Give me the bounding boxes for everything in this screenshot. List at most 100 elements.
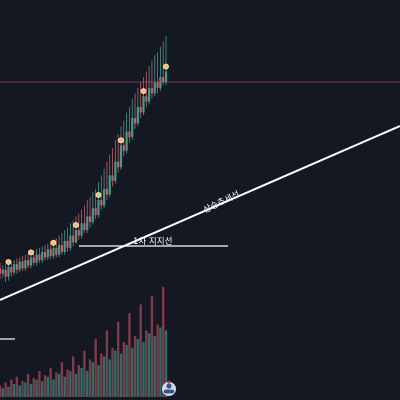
- volume-bar: [24, 382, 27, 397]
- candle-body: [148, 87, 151, 102]
- volume-bar: [35, 379, 38, 397]
- volume-bar: [100, 353, 103, 397]
- volume-bars: [0, 287, 168, 397]
- volume-bar: [4, 382, 7, 397]
- candle: [122, 120, 125, 157]
- volume-bar: [66, 369, 69, 397]
- candle-body: [66, 241, 69, 248]
- volume-bar: [153, 336, 156, 397]
- volume-bar: [159, 327, 162, 397]
- candle: [4, 264, 7, 282]
- candle-body: [29, 257, 33, 266]
- volume-bar: [46, 376, 50, 397]
- candle: [27, 253, 30, 269]
- candle: [46, 243, 49, 261]
- candle-body: [72, 235, 75, 243]
- candle-body: [117, 161, 120, 168]
- candle: [21, 256, 24, 272]
- candle-body: [74, 230, 78, 243]
- volume-bar: [150, 295, 154, 397]
- volume-bar: [60, 362, 64, 397]
- volume-bar: [32, 378, 35, 397]
- candle: [145, 71, 148, 108]
- candle: [38, 247, 41, 263]
- candle: [74, 216, 78, 244]
- candle: [60, 232, 63, 255]
- volume-bar: [12, 383, 16, 397]
- volume-bar: [63, 376, 66, 397]
- candle: [119, 126, 123, 170]
- candle: [114, 139, 117, 184]
- volume-bar: [7, 386, 10, 397]
- candle: [18, 257, 21, 273]
- candle: [148, 66, 151, 105]
- candle: [150, 60, 154, 99]
- volume-bar: [41, 381, 44, 397]
- candle-body: [100, 200, 103, 206]
- candle-body: [63, 241, 66, 252]
- volume-bar: [119, 353, 123, 397]
- candle: [1, 265, 4, 278]
- candle-body: [21, 261, 24, 269]
- candle: [0, 262, 2, 280]
- volume-bar: [139, 304, 142, 397]
- volume-bar: [21, 381, 24, 397]
- volume-bar: [29, 383, 33, 397]
- volume-bar: [1, 388, 5, 397]
- candle-body: [43, 251, 47, 258]
- candle: [77, 213, 80, 240]
- candle: [159, 46, 162, 91]
- volume-bar: [128, 313, 131, 397]
- candle: [97, 182, 100, 218]
- signal-marker: [118, 137, 124, 144]
- volume-bar: [77, 365, 80, 397]
- signal-marker: [95, 192, 102, 198]
- candle: [7, 262, 10, 281]
- candle: [133, 93, 137, 129]
- candle-body: [111, 175, 114, 181]
- candle: [86, 200, 89, 233]
- candle: [100, 175, 103, 210]
- volume-bar: [145, 330, 148, 397]
- candle-body: [164, 71, 168, 83]
- volume-bar: [88, 359, 92, 397]
- candle-body: [142, 96, 145, 113]
- candle-body: [15, 264, 18, 270]
- candle: [142, 77, 145, 116]
- volume-bar: [125, 344, 128, 397]
- volume-bar: [69, 370, 72, 397]
- candle-body: [69, 235, 72, 248]
- signal-marker: [50, 239, 57, 246]
- candle: [57, 235, 61, 258]
- volume-bar: [114, 350, 117, 397]
- volume-bar: [71, 356, 75, 397]
- candle: [24, 254, 27, 272]
- candle-body: [162, 77, 165, 83]
- candle-body: [159, 77, 162, 88]
- volume-bar: [164, 330, 168, 397]
- volume-bar: [111, 347, 114, 397]
- candle: [88, 197, 92, 228]
- candle-body: [57, 245, 61, 255]
- volume-bar: [18, 385, 21, 397]
- volume-bar: [116, 321, 120, 397]
- signal-marker: [140, 88, 147, 95]
- candle-body: [46, 249, 49, 258]
- volume-bar: [55, 372, 58, 397]
- volume-bar: [80, 368, 83, 397]
- candle-body: [77, 230, 80, 236]
- chart-avatar-icon: [162, 380, 176, 396]
- candle: [49, 241, 52, 259]
- volume-bar: [83, 350, 86, 397]
- candle-body: [153, 82, 156, 94]
- volume-bar: [52, 379, 55, 397]
- candle: [153, 55, 156, 97]
- candle: [69, 223, 72, 251]
- candle-body: [4, 269, 7, 277]
- candle: [12, 260, 16, 276]
- volume-bar: [43, 375, 47, 397]
- candle: [139, 82, 142, 118]
- candle-body: [125, 131, 128, 151]
